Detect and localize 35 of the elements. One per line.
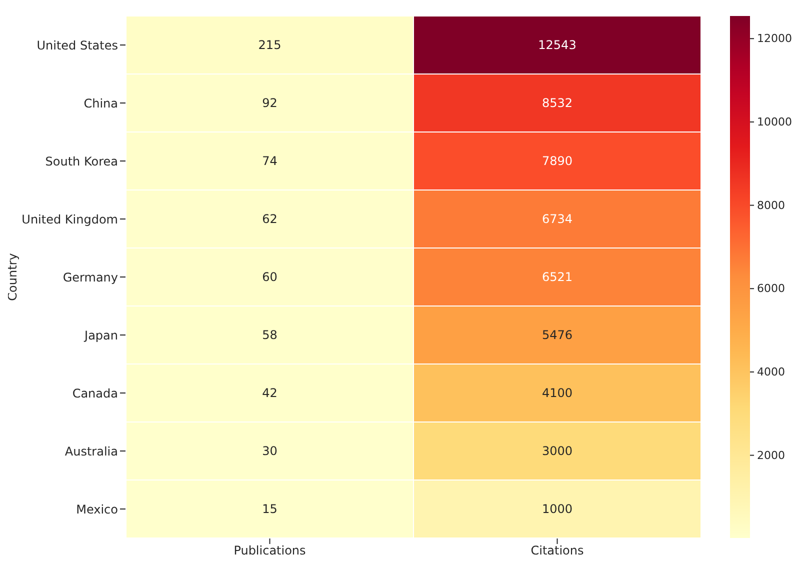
data-label: 60 (262, 270, 278, 284)
data-label: 92 (262, 96, 278, 110)
data-label: 1000 (542, 502, 573, 516)
y-tick-label: United Kingdom (22, 212, 118, 226)
x-tick-label: Publications (234, 544, 306, 558)
color-bar-label: 6000 (757, 282, 785, 296)
color-bar-label: 8000 (757, 198, 785, 212)
y-tick-label: Germany (62, 270, 118, 284)
y-tick-label: China (84, 96, 118, 110)
color-bar-label: 4000 (757, 365, 785, 378)
data-label: 4100 (542, 386, 573, 400)
color-bar-label: 12000 (757, 32, 792, 46)
x-tick-label: Citations (530, 544, 584, 558)
data-label: 74 (262, 154, 278, 168)
color-bar-label: 10000 (757, 115, 792, 128)
data-label: 58 (262, 328, 278, 342)
color-bar-label: 2000 (757, 448, 785, 462)
y-tick-label: United States (36, 38, 118, 52)
data-label: 3000 (542, 444, 573, 458)
y-tick-label: Canada (72, 386, 118, 400)
data-label: 5476 (542, 328, 573, 342)
y-tick-label: Mexico (76, 502, 118, 516)
y-tick-label: South Korea (45, 154, 118, 168)
data-label: 62 (262, 212, 278, 226)
data-label: 30 (262, 444, 278, 458)
data-label: 42 (262, 386, 278, 400)
data-label: 6734 (542, 212, 573, 226)
y-tick-label: Japan (84, 328, 118, 342)
data-label: 12543 (538, 38, 576, 52)
data-label: 7890 (542, 154, 573, 168)
y-tick-label: Australia (64, 444, 118, 458)
data-label: 215 (258, 38, 282, 52)
data-label: 8532 (542, 96, 573, 110)
data-label: 15 (262, 502, 278, 516)
data-label: 6521 (542, 270, 573, 284)
